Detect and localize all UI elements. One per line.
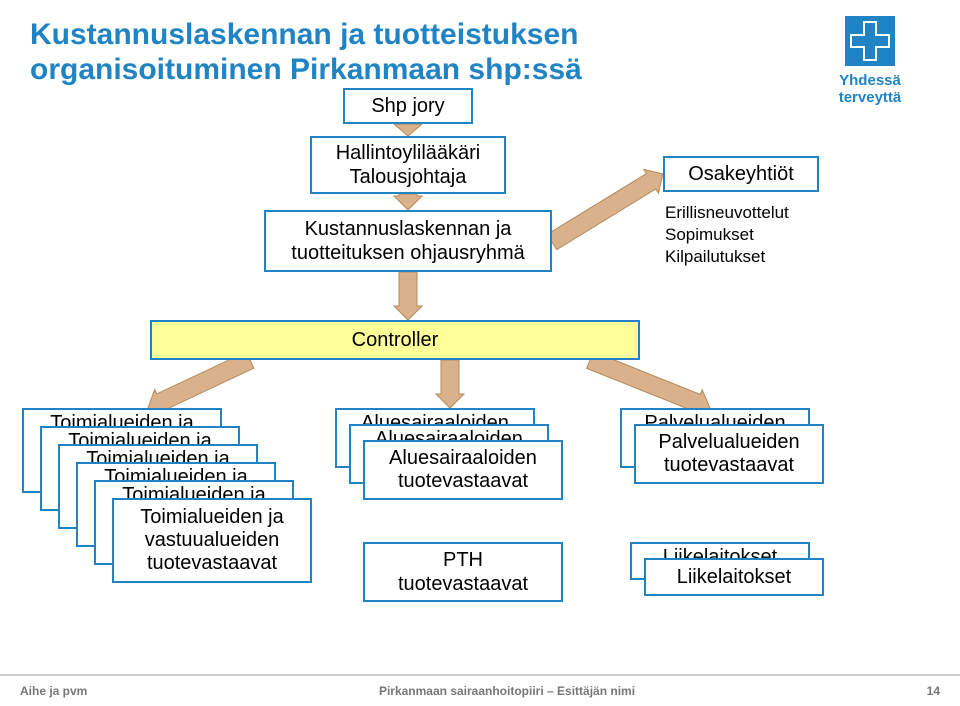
slide: Kustannuslaskennan ja tuotteistuksen org…: [0, 0, 960, 706]
footer-center: Pirkanmaan sairaanhoitopiiri – Esittäjän…: [87, 684, 926, 698]
footer-page: 14: [927, 684, 940, 698]
box-shp-jory: Shp jory: [343, 88, 473, 124]
card-palvelu: Palvelualueidentuotevastaavat: [634, 424, 824, 484]
box-osakeyhtiot: Osakeyhtiöt: [663, 156, 819, 192]
box-kustannus: Kustannuslaskennan jatuotteituksen ohjau…: [264, 210, 552, 272]
card-toimi: Toimialueiden javastuualueidentuotevasta…: [112, 498, 312, 583]
footer: Aihe ja pvm Pirkanmaan sairaanhoitopiiri…: [0, 676, 960, 706]
footer-left: Aihe ja pvm: [20, 684, 87, 698]
card-liike: Liikelaitokset: [644, 558, 824, 596]
box-controller: Controller: [150, 320, 640, 360]
card-alue: Aluesairaaloidentuotevastaavat: [363, 440, 563, 500]
box-pth: PTHtuotevastaavat: [363, 542, 563, 602]
box-hallinto: HallintoylilääkäriTalousjohtaja: [310, 136, 506, 194]
box-erillis: ErillisneuvottelutSopimuksetKilpailutuks…: [665, 202, 825, 268]
